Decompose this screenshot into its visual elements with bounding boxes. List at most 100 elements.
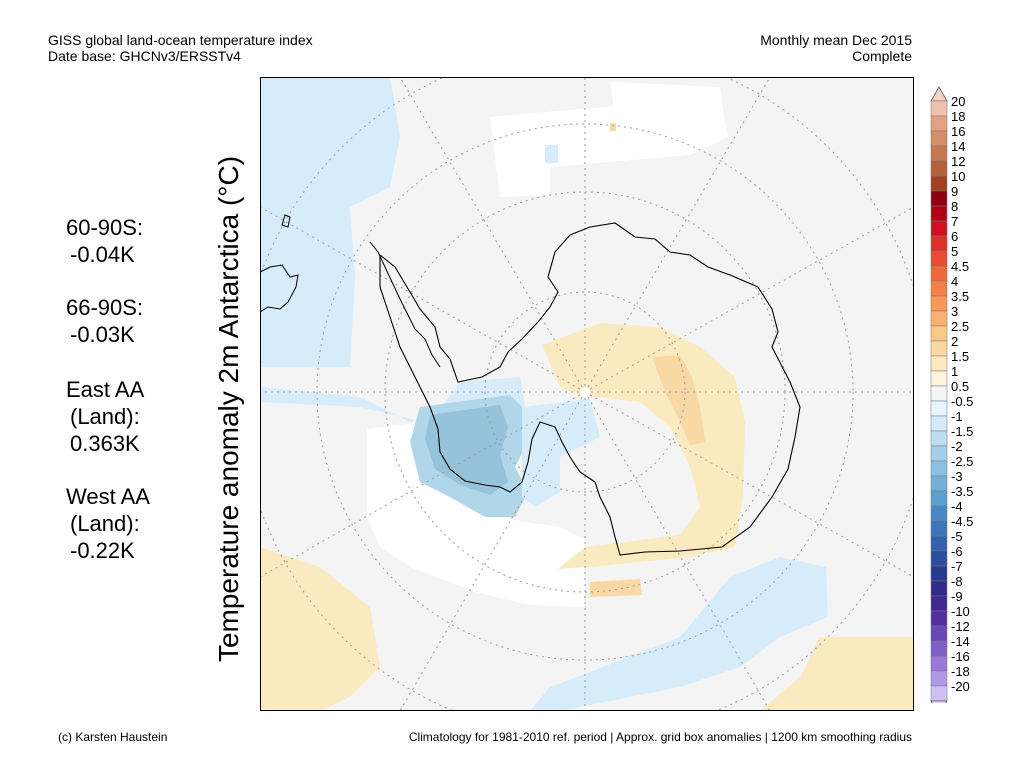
- stat-label: West AA: [66, 484, 150, 509]
- stat-sublabel: (Land):: [70, 404, 140, 429]
- colorbar-swatch: [930, 340, 948, 357]
- colorbar-tick-label: -9: [951, 589, 963, 604]
- colorbar-swatch: [930, 130, 948, 147]
- colorbar-swatch: [930, 265, 948, 282]
- colorbar-tick-label: 6: [951, 229, 958, 244]
- colorbar: 201816141210987654.543.532.521.510.5-0.5…: [930, 86, 973, 703]
- stat-sublabel: (Land):: [70, 511, 140, 536]
- no-data-region-top-2: [610, 82, 725, 127]
- stat-west-aa: West AA (Land): -0.22K: [66, 483, 150, 564]
- meridian: [260, 391, 586, 578]
- meridian: [260, 206, 586, 393]
- colorbar-tick-label: -6: [951, 544, 963, 559]
- colorbar-swatch: [930, 160, 948, 177]
- colorbar-swatch: [930, 475, 948, 492]
- colorbar-tick-label: 8: [951, 199, 958, 214]
- stat-value: 0.363K: [70, 431, 140, 456]
- anomaly-small-orange: [610, 123, 616, 131]
- colorbar-tick-label: 3: [951, 304, 958, 319]
- stat-value: -0.04K: [70, 242, 135, 267]
- colorbar-swatch: [930, 190, 948, 207]
- colorbar-tick-label: -3: [951, 469, 963, 484]
- colorbar-tick-label: 2: [951, 334, 958, 349]
- colorbar-swatch: [930, 205, 948, 222]
- colorbar-swatch: [930, 565, 948, 582]
- colorbar-tick-label: -20: [951, 679, 970, 694]
- colorbar-bottom-arrow: [930, 700, 948, 703]
- anomaly-bottom-left-yellow: [260, 547, 380, 711]
- meridian: [399, 391, 586, 711]
- colorbar-tick-label: 0.5: [951, 379, 969, 394]
- colorbar-swatch: [930, 370, 948, 387]
- colorbar-swatch: [930, 640, 948, 657]
- colorbar-swatch: [930, 655, 948, 672]
- map-frame: [260, 77, 914, 711]
- colorbar-tick-label: -16: [951, 649, 970, 664]
- colorbar-tick-label: -5: [951, 529, 963, 544]
- data-base-label: Date base: GHCNv3/ERSSTv4: [48, 48, 241, 64]
- south-pole-marker: [580, 387, 590, 397]
- map-header-right: Monthly mean Dec 2015 Complete: [760, 32, 912, 64]
- antarctica-coastline: [379, 222, 801, 556]
- colorbar-swatch: [930, 250, 948, 267]
- colorbar-swatch: [930, 580, 948, 597]
- colorbar-swatch: [930, 295, 948, 312]
- anomaly-indian-ocean-blue: [530, 557, 828, 711]
- colorbar-swatch: [930, 325, 948, 342]
- colorbar-tick-label: -2.5: [951, 454, 973, 469]
- south-america-coastline: [260, 264, 299, 313]
- anomaly-east-antarctica-yellow: [542, 323, 745, 569]
- colorbar-tick-label: -10: [951, 604, 970, 619]
- colorbar-swatch: [930, 145, 948, 162]
- colorbar-swatch: [930, 400, 948, 417]
- colorbar-tick-label: -7: [951, 559, 963, 574]
- stat-label: 66-90S:: [66, 295, 144, 320]
- colorbar-swatch: [930, 430, 948, 447]
- y-axis-label: Temperature anomaly 2m Antarctica (°C): [213, 155, 244, 663]
- anomaly-small-blue: [545, 145, 558, 163]
- colorbar-tick-label: -0.5: [951, 394, 973, 409]
- stat-east-aa: East AA (Land): 0.363K: [66, 376, 144, 457]
- completeness-label: Complete: [852, 48, 912, 64]
- island-coastline: [281, 214, 291, 228]
- colorbar-swatch: [930, 535, 948, 552]
- anomaly-ross-ice-blue: [522, 399, 600, 507]
- colorbar-tick-label: 1: [951, 364, 958, 379]
- anomaly-east-antarctica-orange: [652, 355, 705, 445]
- colorbar-tick-label: 10: [951, 169, 965, 184]
- colorbar-swatch: [930, 505, 948, 522]
- meridian: [399, 77, 586, 393]
- colorbar-swatch: [930, 385, 948, 402]
- methodology-note: Climatology for 1981-2010 ref. period | …: [408, 730, 912, 744]
- colorbar-swatch: [930, 520, 948, 537]
- anomaly-bottom-right-yellow: [760, 637, 914, 711]
- colorbar-tick-label: 3.5: [951, 289, 969, 304]
- stat-label: 60-90S:: [66, 215, 144, 240]
- colorbar-tick-label: -18: [951, 664, 970, 679]
- colorbar-swatch: [930, 595, 948, 612]
- dataset-title: GISS global land-ocean temperature index: [48, 32, 313, 48]
- colorbar-tick-label: 2.5: [951, 319, 969, 334]
- colorbar-tick-label: 20: [951, 94, 965, 109]
- colorbar-swatch: [930, 235, 948, 252]
- stat-value: -0.22K: [70, 538, 135, 563]
- colorbar-tick-label: -4: [951, 499, 963, 514]
- colorbar-swatch: [930, 625, 948, 642]
- colorbar-tick-label: 5: [951, 244, 958, 259]
- anomaly-ross-sea-dark: [425, 405, 508, 495]
- colorbar-swatch: [930, 550, 948, 567]
- stat-label: East AA: [66, 377, 145, 402]
- colorbar-tick-label: 16: [951, 124, 965, 139]
- colorbar-tick-label: -4.5: [951, 514, 973, 529]
- copyright-credit: (c) Karsten Haustein: [58, 730, 168, 744]
- colorbar-tick-label: 12: [951, 154, 965, 169]
- stat-value: -0.03K: [70, 322, 135, 347]
- colorbar-tick-label: 18: [951, 109, 965, 124]
- colorbar-tick-label: -1: [951, 409, 963, 424]
- stat-66-90s: 66-90S: -0.03K: [66, 294, 143, 348]
- anomaly-coastal-orange: [590, 579, 642, 597]
- colorbar-tick-label: 14: [951, 139, 965, 154]
- anomaly-pacific-blue: [260, 77, 400, 367]
- colorbar-swatch: [930, 490, 948, 507]
- period-label: Monthly mean Dec 2015: [760, 32, 912, 48]
